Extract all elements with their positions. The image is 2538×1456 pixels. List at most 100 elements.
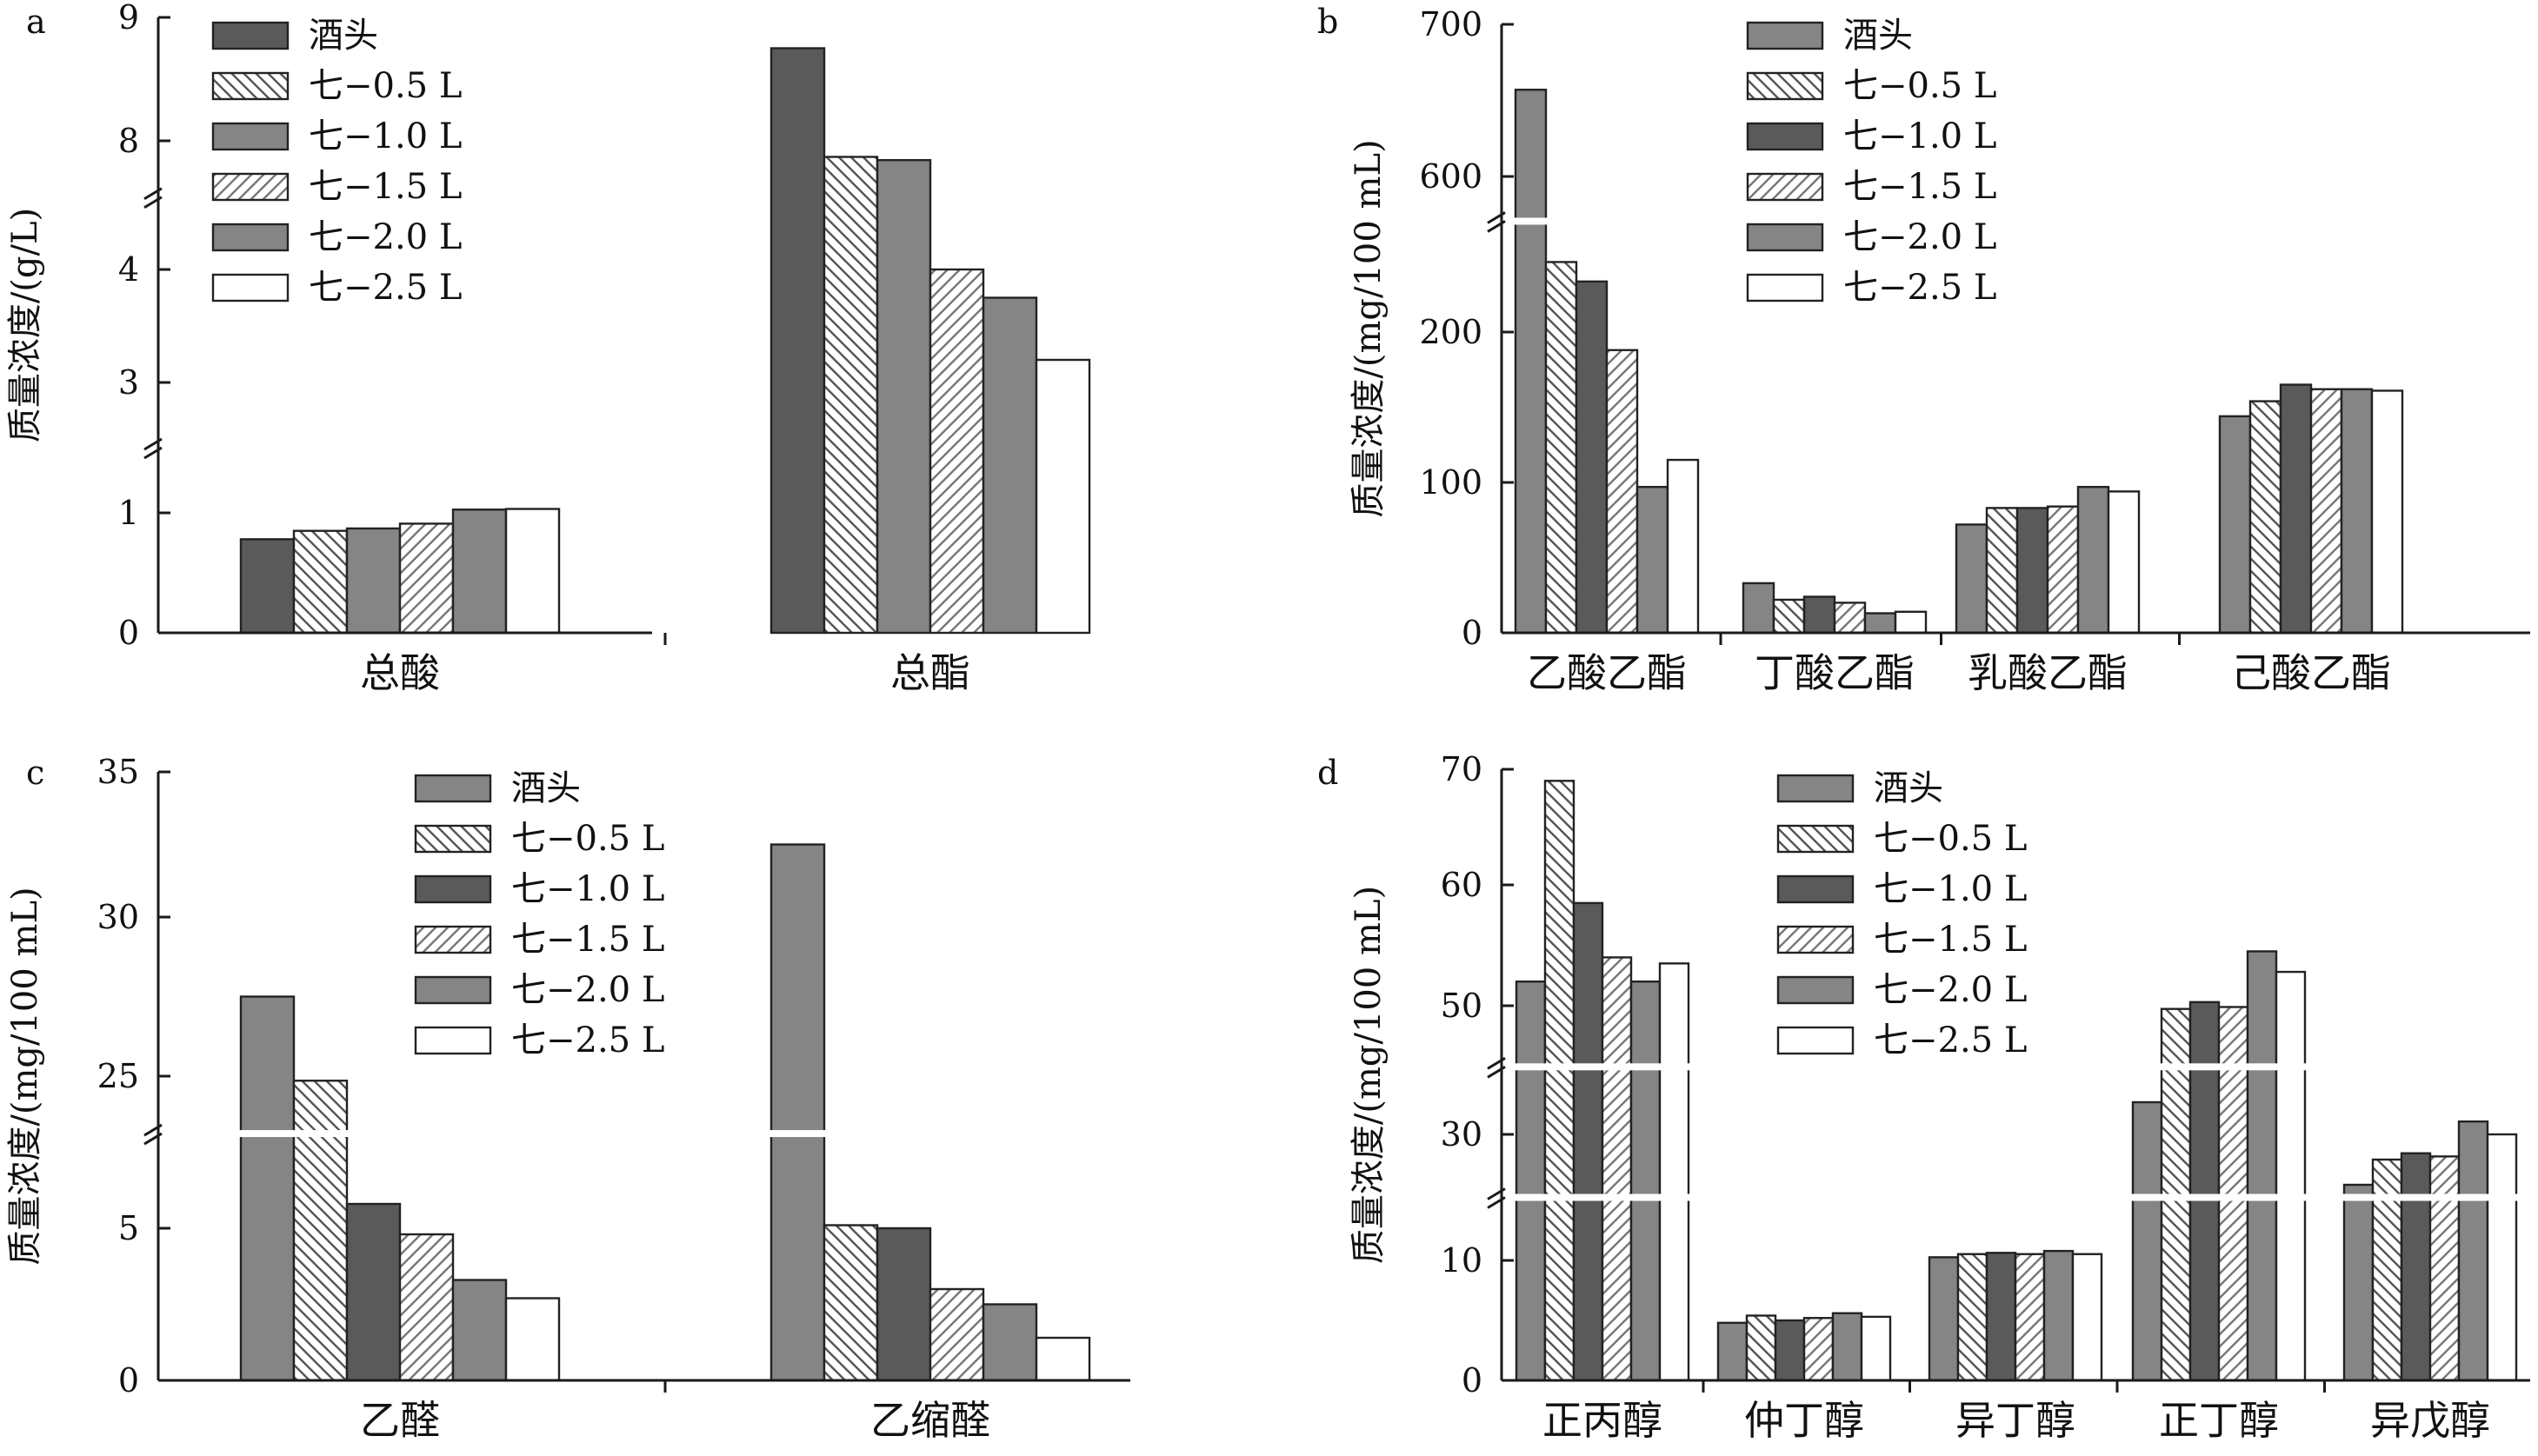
legend-label: 酒头 xyxy=(1874,768,1943,808)
bar-1-6 xyxy=(1658,962,1690,1382)
chart-panel-d: d 0 10 30 50 60 70 正丙醇 仲丁醇 异丁醇 正丁醇 异戊醇 质量浓度/(mg/100 … xyxy=(1317,750,2530,1444)
bar-1-4 xyxy=(1605,349,1639,635)
bar-4-4 xyxy=(2309,388,2343,635)
bar-3-2 xyxy=(1985,507,2019,635)
bar-2-1 xyxy=(769,843,826,1382)
x-tick-label: 异戊醇 xyxy=(2370,1397,2490,1444)
bar-2-5 xyxy=(982,1303,1038,1382)
bar-2-6 xyxy=(1894,610,1928,635)
y-axis-title: 质量浓度/(mg/100 mL) xyxy=(5,887,45,1265)
legend-swatch xyxy=(1746,21,1824,50)
bar-4-1 xyxy=(2218,415,2252,635)
bar-3-1 xyxy=(1928,1256,1960,1382)
legend-label: 七−2.5 L xyxy=(309,268,462,308)
panel-label: d xyxy=(1317,754,1338,792)
chart-panel-c: c 0 5 25 30 35 乙醛 乙缩醛 质量浓度/(mg/100 mL) 酒头七−0.5 L 七… xyxy=(5,753,1130,1444)
legend-label: 七−2.5 L xyxy=(1874,1021,2027,1060)
legend-swatch xyxy=(1776,925,1855,954)
x-tick-label: 正丙醇 xyxy=(1542,1397,1662,1444)
bar-1-5 xyxy=(451,509,508,635)
bar-5-6 xyxy=(2486,1133,2518,1382)
legend-label: 七−2.5 L xyxy=(511,1021,664,1060)
y-axis-title: 质量浓度/(mg/100 mL) xyxy=(1349,139,1389,517)
bar-4-4 xyxy=(2217,1006,2249,1382)
bar-1-2 xyxy=(292,1080,349,1382)
axis-break-band xyxy=(146,444,652,451)
y-tick-label: 35 xyxy=(97,753,139,791)
x-tick-label: 乙酸乙酯 xyxy=(1527,649,1687,696)
y-tick-label: 30 xyxy=(97,898,139,936)
legend-swatch xyxy=(211,273,290,303)
legend-label: 七−0.5 L xyxy=(309,66,462,106)
bar-1-3 xyxy=(1575,280,1609,635)
bar-1-1 xyxy=(239,995,296,1382)
bar-4-5 xyxy=(2246,950,2278,1382)
y-tick-label: 30 xyxy=(1441,1115,1482,1153)
bar-2-4 xyxy=(1833,602,1867,635)
bar-4-3 xyxy=(2279,383,2313,635)
legend-swatch xyxy=(1746,122,1824,151)
legend-swatch xyxy=(1776,774,1855,803)
panel-label: b xyxy=(1317,3,1338,41)
legend-swatch xyxy=(1746,273,1824,303)
bar-1-5 xyxy=(1629,980,1662,1382)
bar-1-4 xyxy=(398,522,455,635)
y-tick-label: 600 xyxy=(1419,157,1482,196)
y-tick-label: 200 xyxy=(1419,313,1482,351)
legend-label: 七−2.0 L xyxy=(1874,970,2027,1010)
y-tick-label: 0 xyxy=(1462,1361,1482,1399)
bar-5-2 xyxy=(2371,1158,2403,1382)
bar-2-1 xyxy=(769,47,826,635)
bar-1-5 xyxy=(1635,485,1669,635)
bar-2-3 xyxy=(876,158,932,635)
bar-2-2 xyxy=(823,156,879,635)
y-tick-label: 25 xyxy=(97,1057,139,1095)
legend-label: 七−1.5 L xyxy=(309,167,462,207)
bar-2-5 xyxy=(1863,612,1897,635)
y-tick-label: 3 xyxy=(118,363,139,402)
axis-break-band xyxy=(146,193,652,201)
bar-4-6 xyxy=(2275,970,2307,1382)
x-tick-label: 乙醛 xyxy=(360,1397,440,1444)
legend-label: 七−0.5 L xyxy=(1843,66,1996,106)
chart-panel-b: b 0 100 200 600 700 乙酸乙酯 丁酸乙酯 乳酸乙酯 己酸乙酯 质量浓度/(mg/1… xyxy=(1317,3,2530,696)
legend: 酒头七−0.5 L 七−1.0 L 七−1.5 L 七−2.0 L 七−2.5 L xyxy=(1746,16,1996,308)
legend-swatch xyxy=(1746,223,1824,252)
legend-swatch xyxy=(414,1026,492,1055)
bar-2-6 xyxy=(1035,358,1091,635)
y-tick-label: 700 xyxy=(1419,5,1482,43)
bar-2-4 xyxy=(929,1287,985,1382)
legend-swatch xyxy=(1776,975,1855,1005)
legend-swatch xyxy=(1776,1026,1855,1055)
legend-swatch xyxy=(1746,71,1824,101)
bar-2-2 xyxy=(1745,1314,1777,1382)
bar-1-3 xyxy=(345,1202,402,1382)
y-tick-label: 100 xyxy=(1419,463,1482,502)
chart-panel-a: a 0 1 3 4 8 9 总酸 总酯 质量浓度/(g/L) 酒头七−0.5 L 七−1.0 L 七−1… xyxy=(5,0,1091,696)
bar-3-4 xyxy=(2046,505,2080,635)
y-tick-label: 8 xyxy=(118,122,139,160)
bar-3-5 xyxy=(2076,485,2110,635)
axis-break-band xyxy=(1489,1063,2530,1071)
legend-swatch xyxy=(211,223,290,252)
y-tick-label: 50 xyxy=(1441,987,1482,1025)
bar-5-1 xyxy=(2342,1183,2375,1382)
bar-3-6 xyxy=(2071,1253,2103,1382)
legend-swatch xyxy=(211,172,290,202)
panel-label: a xyxy=(26,3,46,41)
bar-2-1 xyxy=(1716,1321,1749,1382)
legend-label: 七−2.0 L xyxy=(309,217,462,257)
x-tick-label: 总酯 xyxy=(890,649,970,696)
x-tick-label: 仲丁醇 xyxy=(1744,1397,1864,1444)
y-tick-label: 10 xyxy=(1441,1241,1482,1280)
bar-4-1 xyxy=(2131,1100,2163,1382)
bar-2-2 xyxy=(1772,598,1806,635)
bar-4-6 xyxy=(2370,389,2404,635)
bar-2-3 xyxy=(876,1227,932,1382)
bar-2-3 xyxy=(1802,595,1836,635)
bar-2-2 xyxy=(823,1224,879,1382)
x-tick-label: 己酸乙酯 xyxy=(2231,649,2391,696)
legend-swatch xyxy=(1776,824,1855,854)
bar-1-4 xyxy=(398,1233,455,1382)
